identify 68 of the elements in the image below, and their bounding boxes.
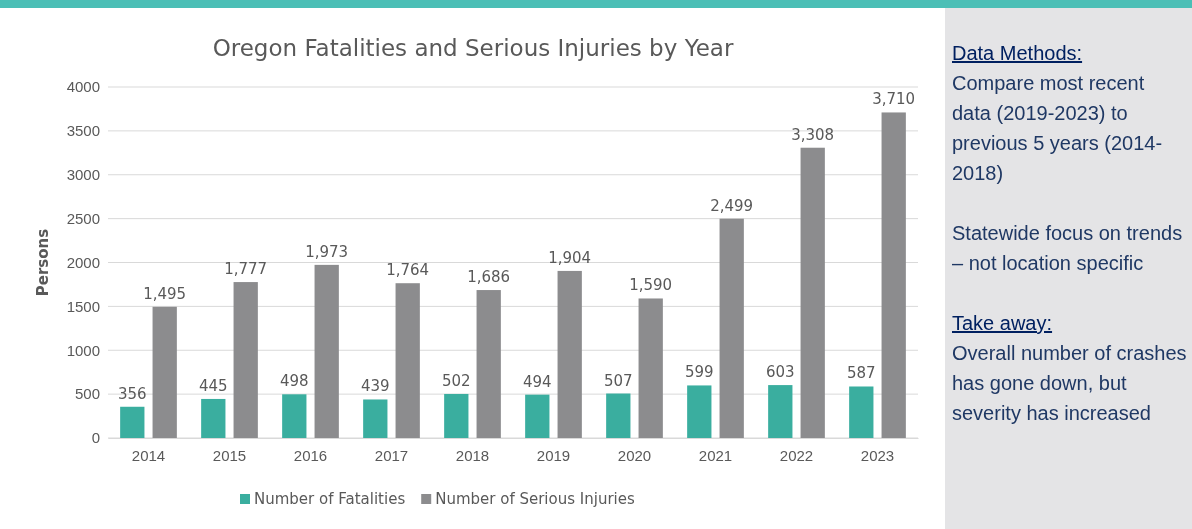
y-tick-label: 1000 — [66, 341, 100, 359]
text: Statewide focus on trends – not location specific — [952, 221, 1184, 276]
bar — [525, 394, 550, 438]
data-label: 1,495 — [143, 284, 187, 303]
data-label: 439 — [360, 377, 390, 396]
y-tick-label: 0 — [91, 429, 100, 447]
data-label: 1,764 — [386, 261, 430, 280]
x-tick-label: 2017 — [374, 446, 409, 464]
data-label: 1,973 — [305, 242, 349, 261]
data-label: 498 — [279, 372, 309, 391]
x-tick-label: 2023 — [860, 446, 895, 464]
data-label: 587 — [846, 364, 876, 383]
y-tick-label: 3500 — [66, 122, 100, 140]
bar — [800, 147, 825, 438]
x-tick-label: 2014 — [131, 446, 166, 464]
bar — [687, 385, 712, 438]
data-label: 445 — [198, 376, 228, 395]
x-tick-label: 2019 — [536, 446, 571, 464]
data-label: 603 — [765, 363, 795, 382]
y-tick-label: 2000 — [66, 253, 100, 271]
data-label: 502 — [441, 371, 471, 390]
bar — [881, 112, 906, 438]
bar — [395, 283, 420, 438]
data-label: 1,590 — [629, 276, 673, 295]
data-label: 2,499 — [710, 196, 754, 215]
x-tick-label: 2020 — [617, 446, 652, 464]
bar — [363, 399, 388, 438]
text: Overall number of crashes has gone down, but severity has increased — [952, 341, 1188, 426]
bar — [152, 306, 177, 438]
y-tick-label: 2500 — [66, 209, 100, 227]
text: Compare most recent data (2019-2023) to previous 5 years (2014-2018) — [952, 71, 1164, 186]
legend-label: Number of Fatalities — [254, 490, 406, 508]
bar — [233, 282, 258, 438]
text: Take away: — [952, 311, 1054, 336]
data-label: 3,710 — [872, 90, 916, 109]
bar — [557, 270, 582, 438]
bar — [476, 290, 501, 438]
bar — [444, 393, 469, 438]
data-label: 1,686 — [467, 268, 511, 287]
data-label: 599 — [684, 363, 714, 382]
bar — [314, 264, 339, 438]
data-label: 494 — [522, 372, 552, 391]
x-tick-label: 2016 — [293, 446, 328, 464]
y-axis-title: Persons — [34, 228, 52, 297]
bar — [606, 393, 631, 438]
bar — [768, 385, 793, 438]
legend-label: Number of Serious Injuries — [435, 490, 635, 508]
chart-title: Oregon Fatalities and Serious Injuries by Year — [212, 35, 734, 61]
text: Data Methods: — [952, 41, 1084, 66]
bar — [120, 406, 145, 438]
data-label: 507 — [603, 371, 633, 390]
x-tick-label: 2018 — [455, 446, 490, 464]
bar — [719, 218, 744, 438]
x-tick-label: 2021 — [698, 446, 733, 464]
bar — [638, 298, 663, 438]
bar — [849, 386, 874, 438]
y-tick-label: 3000 — [66, 166, 100, 184]
data-label: 356 — [117, 384, 147, 403]
data-label: 1,904 — [548, 248, 592, 267]
y-tick-label: 1500 — [66, 297, 100, 315]
x-tick-label: 2015 — [212, 446, 247, 464]
x-tick-label: 2022 — [779, 446, 814, 464]
data-label: 1,777 — [224, 260, 268, 279]
bar — [282, 394, 307, 438]
bar — [201, 398, 226, 438]
y-tick-label: 500 — [74, 385, 100, 403]
y-tick-label: 4000 — [66, 78, 100, 96]
data-label: 3,308 — [791, 125, 835, 144]
